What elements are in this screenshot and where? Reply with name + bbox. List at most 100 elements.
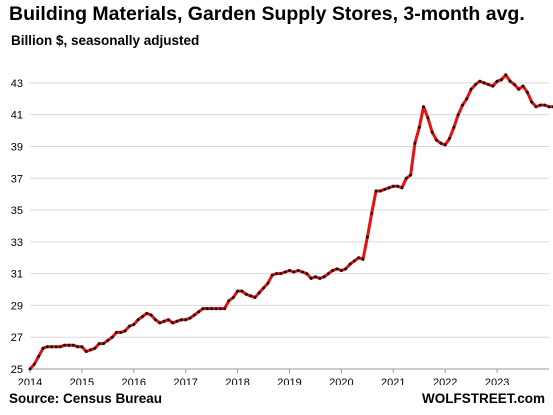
data-point: [93, 346, 97, 350]
data-point: [538, 103, 542, 107]
data-point: [283, 270, 287, 274]
data-point: [426, 116, 430, 120]
x-tick-label: 2023: [485, 377, 509, 385]
data-point: [383, 187, 387, 191]
data-point: [132, 323, 136, 326]
data-point: [184, 318, 188, 322]
data-point: [45, 345, 49, 349]
data-point: [188, 316, 192, 320]
data-point: [499, 78, 503, 82]
chart-title: Building Materials, Garden Supply Stores…: [9, 3, 525, 25]
y-tick-label: 35: [11, 205, 23, 217]
source-note: Source: Census Bureau: [9, 391, 163, 406]
data-point: [461, 103, 464, 107]
data-point: [469, 87, 473, 91]
x-tick-label: 2016: [122, 377, 146, 385]
data-point: [279, 272, 283, 276]
data-point: [521, 84, 525, 88]
x-tick-label: 2015: [70, 377, 94, 385]
data-point: [456, 113, 460, 117]
data-point: [218, 307, 222, 311]
data-point: [396, 184, 400, 188]
data-point: [244, 292, 248, 296]
data-point: [331, 269, 335, 272]
data-point: [288, 269, 291, 272]
data-point: [253, 296, 257, 299]
data-point: [326, 272, 330, 276]
data-point: [197, 310, 201, 314]
data-point: [205, 307, 209, 311]
data-point: [67, 343, 71, 347]
x-tick-label: 2022: [433, 377, 457, 385]
data-point: [370, 211, 374, 215]
data-point: [128, 324, 131, 328]
data-point: [443, 143, 447, 147]
data-point: [361, 257, 365, 261]
y-tick-label: 31: [11, 269, 23, 281]
data-point: [145, 311, 149, 315]
data-point: [504, 73, 508, 77]
x-axis-tick-labels: 2014 2015 2016 2017 2018 2019 2020 2021 2022 2023: [18, 369, 509, 385]
data-point: [417, 125, 421, 129]
data-point: [89, 348, 93, 352]
data-point: [318, 276, 322, 280]
data-point: [97, 342, 101, 346]
data-point: [378, 189, 382, 193]
data-point: [149, 313, 153, 317]
data-point: [262, 286, 266, 290]
data-point: [80, 345, 84, 349]
data-point: [54, 345, 58, 349]
x-tick-label: 2019: [277, 377, 301, 385]
data-point: [166, 318, 170, 322]
data-point: [365, 235, 369, 239]
data-point: [339, 269, 343, 272]
data-point: [179, 318, 183, 322]
data-point: [231, 296, 235, 299]
data-point: [76, 345, 80, 349]
data-point: [162, 319, 166, 323]
data-point: [50, 345, 54, 349]
data-point: [474, 83, 477, 86]
data-point: [374, 189, 378, 193]
data-point: [296, 269, 300, 272]
data-point: [547, 105, 551, 109]
series-line: [28, 73, 553, 371]
data-point: [58, 345, 62, 349]
data-point: [275, 272, 278, 276]
data-point: [102, 342, 105, 346]
data-point: [292, 270, 296, 274]
data-point: [227, 299, 231, 303]
data-point: [413, 141, 417, 145]
data-point: [266, 281, 270, 285]
data-point: [214, 307, 218, 311]
chart-subtitle: Billion $, seasonally adjusted: [11, 33, 200, 48]
data-point: [223, 307, 227, 311]
data-point: [525, 90, 529, 94]
data-point: [430, 130, 434, 134]
data-point: [534, 105, 538, 109]
data-point: [314, 275, 317, 279]
y-tick-label: 25: [11, 364, 23, 376]
x-tick-label: 2018: [225, 377, 249, 385]
x-tick-label: 2014: [18, 377, 42, 385]
x-tick-label: 2017: [173, 377, 197, 385]
y-tick-label: 29: [11, 300, 23, 312]
data-point: [153, 318, 157, 322]
y-tick-label: 33: [11, 237, 23, 249]
x-tick-label: 2020: [329, 377, 353, 385]
data-point: [404, 176, 408, 180]
data-point: [41, 346, 45, 350]
data-point: [482, 81, 486, 85]
data-point: [352, 259, 356, 263]
data-point: [478, 79, 482, 83]
data-point: [512, 83, 516, 86]
data-point: [201, 307, 205, 311]
data-point: [32, 362, 36, 366]
data-point: [110, 335, 114, 339]
data-point: [240, 289, 244, 293]
data-point: [357, 256, 361, 260]
data-point: [305, 272, 309, 276]
y-tick-label: 37: [11, 173, 23, 185]
brand-label: WOLFSTREET.com: [421, 391, 545, 406]
